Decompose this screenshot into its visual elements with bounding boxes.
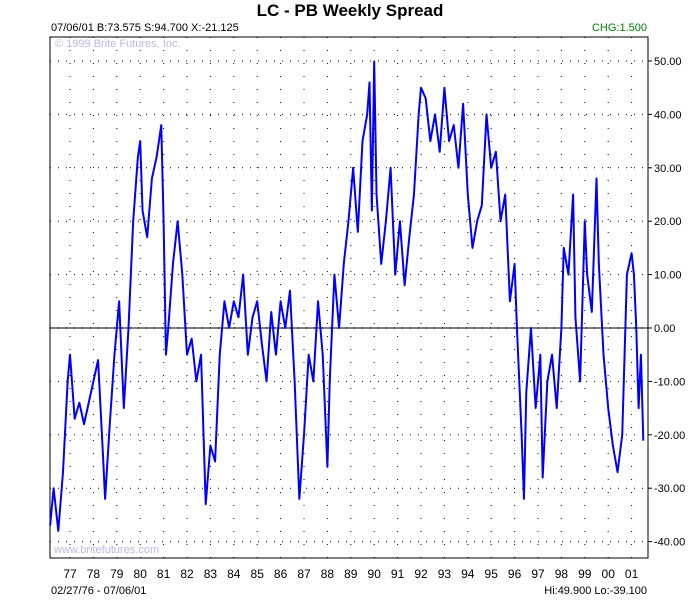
x-tick-label: 93: [438, 567, 452, 581]
chart-title: LC - PB Weekly Spread: [256, 1, 444, 20]
date-range: 02/27/76 - 07/06/01: [51, 585, 147, 597]
x-tick-label: 00: [602, 567, 616, 581]
y-tick-label: 30.00: [654, 163, 682, 175]
x-tick-label: 86: [274, 567, 288, 581]
x-tick-label: 89: [344, 567, 358, 581]
x-tick-label: 97: [531, 567, 545, 581]
y-tick-label: -40.00: [654, 537, 685, 549]
x-tick-label: 79: [110, 567, 124, 581]
y-tick-label: 10.00: [654, 270, 682, 282]
x-tick-label: 94: [461, 567, 475, 581]
y-tick-label: -10.00: [654, 376, 685, 388]
y-tick-label: 40.00: [654, 109, 682, 121]
x-tick-label: 92: [414, 567, 428, 581]
x-tick-label: 95: [485, 567, 499, 581]
x-tick-label: 85: [251, 567, 265, 581]
y-tick-label: 0.00: [654, 323, 675, 335]
plot-frame: [49, 36, 649, 559]
x-tick-label: 98: [555, 567, 569, 581]
x-tick-label: 91: [391, 567, 405, 581]
x-tick-label: 01: [625, 567, 639, 581]
website-watermark: www.britefutures.com: [54, 544, 160, 556]
y-tick-label: 50.00: [654, 56, 682, 68]
x-tick-label: 80: [134, 567, 148, 581]
y-tick-label: 20.00: [654, 216, 682, 228]
hi-lo: Hi:49.900 Lo:-39.100: [544, 585, 647, 597]
x-tick-label: 88: [321, 567, 335, 581]
x-tick-label: 78: [87, 567, 101, 581]
change-value: CHG:1.500: [591, 22, 647, 34]
x-tick-label: 77: [63, 567, 77, 581]
y-tick-label: -20.00: [654, 430, 685, 442]
copyright-watermark: © 1999 Brite Futures, Inc.: [55, 38, 181, 50]
x-tick-label: 99: [578, 567, 592, 581]
x-tick-label: 81: [157, 567, 171, 581]
price-info: 07/06/01 B:73.575 S:94.700 X:-21.125: [51, 22, 239, 34]
x-tick-label: 83: [204, 567, 218, 581]
y-tick-label: -30.00: [654, 483, 685, 495]
x-tick-label: 84: [227, 567, 241, 581]
x-tick-label: 87: [297, 567, 311, 581]
x-tick-label: 96: [508, 567, 522, 581]
spread-line: [49, 60, 645, 532]
x-tick-label: 82: [180, 567, 194, 581]
x-tick-label: 90: [368, 567, 382, 581]
